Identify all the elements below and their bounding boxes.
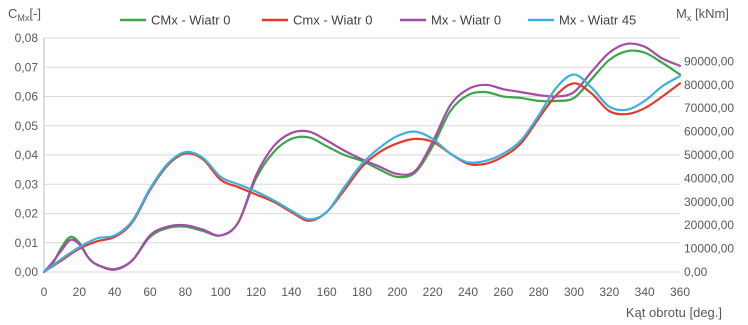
right-tick-label: 10000,00 xyxy=(684,242,734,256)
legend-label-3: Mx - Wiatr 0 xyxy=(431,13,501,28)
x-tick-label: 20 xyxy=(73,285,87,299)
right-axis-title-main: M xyxy=(676,6,687,21)
right-axis-title-unit: [kNm] xyxy=(691,6,729,21)
x-tick-label: 320 xyxy=(599,285,619,299)
left-tick-label: 0,07 xyxy=(15,60,39,74)
x-tick-label: 340 xyxy=(635,285,655,299)
legend-label-2: Cmx - Wiatr 0 xyxy=(293,13,372,28)
series-line-2 xyxy=(42,82,682,274)
left-axis-title-main: C xyxy=(8,6,17,21)
right-axis-ticks: 0,00 10000,00 20000,00 30000,00 40000,00 5000… xyxy=(684,54,734,279)
x-tick-label: 120 xyxy=(246,285,266,299)
left-axis-title-unit: [-] xyxy=(29,6,41,21)
x-tick-label: 140 xyxy=(281,285,301,299)
x-axis-title: Kąt obrotu [deg.] xyxy=(626,305,722,320)
x-tick-label: 280 xyxy=(529,285,549,299)
x-tick-label: 60 xyxy=(143,285,157,299)
left-tick-label: 0,00 xyxy=(15,265,39,279)
series-line-4 xyxy=(42,73,682,274)
right-tick-label: 60000,00 xyxy=(684,125,734,139)
series-line-1 xyxy=(42,49,682,274)
x-tick-label: 260 xyxy=(493,285,513,299)
x-tick-label: 220 xyxy=(423,285,443,299)
series-lines xyxy=(42,42,682,274)
x-tick-label: 40 xyxy=(108,285,122,299)
x-tick-label: 160 xyxy=(317,285,337,299)
left-tick-label: 0,08 xyxy=(15,31,39,45)
gridlines xyxy=(43,37,680,273)
right-tick-label: 20000,00 xyxy=(684,218,734,232)
right-tick-label: 40000,00 xyxy=(684,171,734,185)
left-axis-ticks: 0,00 0,01 0,02 0,03 0,04 0,05 0,06 0,07 0,08 xyxy=(15,31,39,279)
right-tick-label: 30000,00 xyxy=(684,195,734,209)
right-tick-label: 70000,00 xyxy=(684,101,734,115)
legend-label-4: Mx - Wiatr 45 xyxy=(559,13,636,28)
right-tick-label: 0,00 xyxy=(684,265,708,279)
x-tick-label: 300 xyxy=(564,285,584,299)
x-tick-label: 360 xyxy=(670,285,690,299)
legend: CMx - Wiatr 0 Cmx - Wiatr 0 Mx - Wiatr 0 Mx… xyxy=(120,13,636,28)
right-tick-label: 50000,00 xyxy=(684,148,734,162)
left-axis-title: CMx[-] xyxy=(8,6,41,23)
right-tick-label: 80000,00 xyxy=(684,78,734,92)
x-tick-label: 100 xyxy=(211,285,231,299)
x-tick-label: 180 xyxy=(352,285,372,299)
x-tick-label: 240 xyxy=(458,285,478,299)
left-tick-label: 0,04 xyxy=(15,148,39,162)
series-line-3 xyxy=(42,42,682,274)
left-tick-label: 0,06 xyxy=(15,90,39,104)
left-tick-label: 0,01 xyxy=(15,236,39,250)
right-tick-label: 90000,00 xyxy=(684,54,734,68)
x-tick-label: 80 xyxy=(179,285,193,299)
right-axis-title: Mx [kNm] xyxy=(676,6,729,23)
x-tick-label: 200 xyxy=(387,285,407,299)
left-tick-label: 0,02 xyxy=(15,207,39,221)
legend-label-1: CMx - Wiatr 0 xyxy=(151,13,230,28)
x-axis-ticks: 0 20 40 60 80 100 120 140 160 180 200 220 240 260 280 3… xyxy=(41,285,691,299)
left-tick-label: 0,05 xyxy=(15,119,39,133)
left-tick-label: 0,03 xyxy=(15,177,39,191)
right-axis-title-sub: x xyxy=(687,13,692,23)
left-axis-title-sub: Mx xyxy=(17,13,29,23)
x-tick-label: 0 xyxy=(41,285,48,299)
